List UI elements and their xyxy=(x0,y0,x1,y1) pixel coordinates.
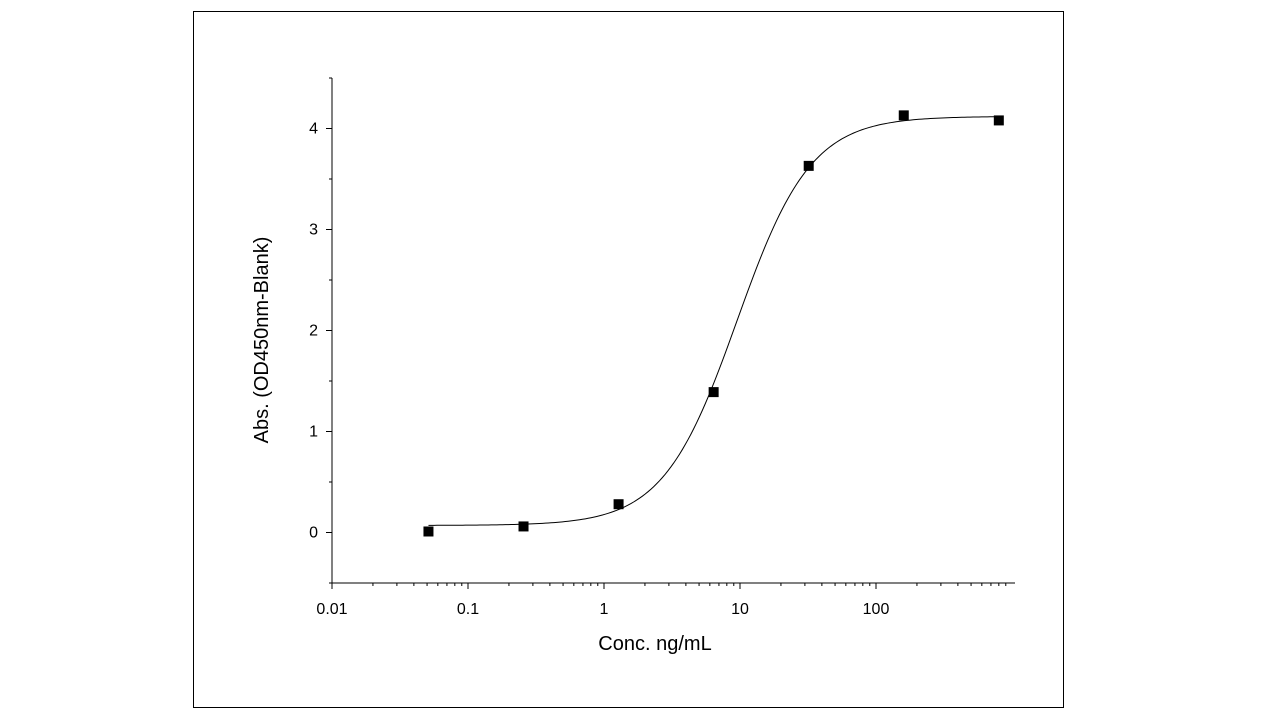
y-axis-title: Abs. (OD450nm-Blank) xyxy=(251,237,273,444)
data-point xyxy=(613,499,624,510)
x-tick-label: 1 xyxy=(600,601,609,618)
x-tick-label: 100 xyxy=(863,601,890,618)
chart-frame xyxy=(193,11,1064,708)
y-tick-label: 1 xyxy=(309,424,318,441)
x-tick-label: 0.01 xyxy=(316,601,347,618)
y-tick-label: 2 xyxy=(309,323,318,340)
y-tick-label: 0 xyxy=(309,525,318,542)
data-point xyxy=(423,526,434,537)
data-point xyxy=(803,160,814,171)
x-tick-label: 0.1 xyxy=(457,601,479,618)
x-axis-title: Conc. ng/mL xyxy=(598,633,711,655)
data-point xyxy=(708,387,719,398)
y-tick-label: 4 xyxy=(309,121,318,138)
data-point xyxy=(518,521,529,532)
axes: 0 1 2 3 4 0.01 0.1 1 10 100 xyxy=(309,77,1015,618)
y-tick-label: 3 xyxy=(309,222,318,239)
x-tick-label: 10 xyxy=(731,601,749,618)
data-points xyxy=(423,110,1004,537)
data-point xyxy=(993,115,1004,126)
data-point xyxy=(898,110,909,121)
